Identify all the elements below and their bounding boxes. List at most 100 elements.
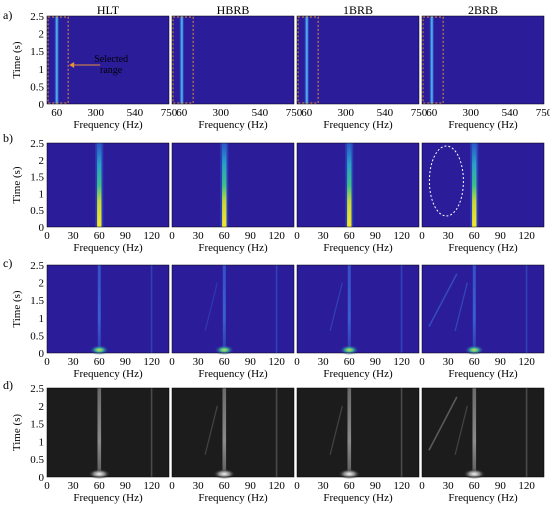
x-axis-label: Frequency (Hz) bbox=[323, 492, 393, 504]
heatmap-background bbox=[172, 143, 294, 227]
x-tick-label: 120 bbox=[143, 356, 160, 368]
x-tick-label: 300 bbox=[213, 107, 230, 119]
frequency-line-60hz bbox=[222, 265, 226, 353]
panel-border bbox=[46, 387, 170, 478]
low-frequency-glow bbox=[88, 469, 111, 479]
x-tick-label: 60 bbox=[426, 107, 438, 119]
x-tick-label: 60 bbox=[344, 230, 356, 242]
y-axis-row-b: 0 0.5 1 1.5 2 2.5 Time (s) bbox=[11, 138, 50, 234]
x-tick-label: 120 bbox=[518, 480, 535, 492]
sideband-streak-strong bbox=[428, 273, 458, 327]
x-tick-label: 60 bbox=[176, 107, 188, 119]
frequency-line-120hz bbox=[275, 265, 278, 353]
x-axis-label: Frequency (Hz) bbox=[73, 492, 143, 504]
x-tick-label: 0 bbox=[419, 230, 425, 242]
x-tick-label: 90 bbox=[120, 230, 132, 242]
panel-a-1brb bbox=[296, 15, 420, 105]
x-tick-label: 120 bbox=[143, 480, 160, 492]
x-tick-label: 540 bbox=[127, 107, 144, 119]
x-tick-label: 0 bbox=[294, 230, 300, 242]
y-tick-label: 2 bbox=[39, 278, 45, 290]
x-axis-label: Frequency (Hz) bbox=[198, 119, 268, 131]
panel-border bbox=[171, 387, 295, 478]
panel-b-hlt bbox=[46, 142, 170, 228]
x-tick-label: 300 bbox=[338, 107, 355, 119]
y-tick-label: 0 bbox=[39, 348, 45, 360]
x-tick-label: 90 bbox=[245, 356, 257, 368]
panel-border bbox=[171, 15, 295, 105]
panel-border bbox=[421, 264, 545, 354]
x-axis-label: Frequency (Hz) bbox=[198, 242, 268, 254]
x-tick-label: 0 bbox=[294, 480, 300, 492]
x-tick-label: 0 bbox=[44, 230, 50, 242]
frequency-line-60hz-core bbox=[305, 16, 308, 104]
x-tick-label: 90 bbox=[370, 356, 382, 368]
x-tick-label: 30 bbox=[68, 356, 80, 368]
x-axis-row-a-col-0: 60 300 540 750 Frequency (Hz) bbox=[51, 107, 177, 131]
x-tick-label: 30 bbox=[443, 356, 455, 368]
x-tick-label: 60 bbox=[219, 356, 231, 368]
frequency-line-120hz bbox=[525, 388, 528, 477]
y-tick-label: 1 bbox=[39, 64, 45, 76]
x-tick-label: 30 bbox=[443, 230, 455, 242]
frequency-line-120hz bbox=[150, 265, 153, 353]
panel-d-hlt bbox=[46, 387, 170, 479]
selected-range-box bbox=[172, 16, 194, 104]
y-tick-label: 2 bbox=[39, 401, 45, 413]
panel-border bbox=[46, 15, 170, 105]
x-tick-label: 750 bbox=[286, 107, 303, 119]
x-tick-label: 30 bbox=[193, 230, 205, 242]
y-axis-row-d: 0 0.5 1 1.5 2 2.5 Time (s) bbox=[11, 383, 50, 484]
frequency-line-120hz bbox=[525, 265, 528, 353]
x-tick-label: 540 bbox=[377, 107, 394, 119]
frequency-line-60hz bbox=[472, 265, 476, 353]
x-tick-label: 300 bbox=[88, 107, 105, 119]
x-tick-label: 300 bbox=[463, 107, 480, 119]
x-tick-label: 60 bbox=[344, 480, 356, 492]
column-title-hbrb: HBRB bbox=[217, 3, 250, 17]
column-title-hlt: HLT bbox=[97, 3, 120, 17]
frequency-line-60hz bbox=[347, 388, 352, 477]
row-label-a: a) bbox=[3, 8, 12, 22]
x-tick-label: 90 bbox=[370, 230, 382, 242]
panel-border bbox=[296, 264, 420, 354]
frequency-line-60hz-core bbox=[55, 16, 58, 104]
y-tick-label: 2.5 bbox=[30, 383, 44, 395]
row-labels: a) b) c) d) bbox=[3, 8, 13, 392]
x-tick-label: 60 bbox=[219, 480, 231, 492]
heatmap-background bbox=[422, 16, 544, 104]
y-axis-label: Time (s) bbox=[11, 166, 23, 204]
y-tick-label: 2.5 bbox=[30, 260, 44, 272]
panel-border bbox=[421, 142, 545, 228]
heatmap-background bbox=[172, 265, 294, 353]
x-axis-label: Frequency (Hz) bbox=[323, 368, 393, 380]
panel-a-hbrb bbox=[171, 15, 295, 105]
x-axis-label: Frequency (Hz) bbox=[323, 119, 393, 131]
frequency-line-60hz-core bbox=[430, 16, 433, 104]
panel-d-2brb bbox=[421, 387, 545, 479]
frequency-line-60hz-core bbox=[180, 16, 183, 104]
annotation-text-line1: Selected bbox=[94, 54, 128, 65]
panel-d-hbrb bbox=[171, 387, 295, 479]
x-axis-row-a-col-2: 60 300 540 750 Frequency (Hz) bbox=[301, 107, 427, 131]
panel-border bbox=[46, 142, 170, 228]
low-frequency-glow bbox=[214, 345, 235, 355]
panel-border bbox=[171, 264, 295, 354]
x-tick-label: 0 bbox=[169, 356, 175, 368]
heatmap-background bbox=[297, 16, 419, 104]
x-tick-label: 120 bbox=[143, 230, 160, 242]
sideband-streak bbox=[204, 405, 218, 455]
frequency-line-60hz bbox=[97, 265, 101, 353]
x-axis-label: Frequency (Hz) bbox=[198, 492, 268, 504]
column-titles: HLT HBRB 1BRB 2BRB bbox=[97, 3, 498, 17]
x-axis-label: Frequency (Hz) bbox=[73, 242, 143, 254]
x-tick-label: 60 bbox=[94, 480, 106, 492]
